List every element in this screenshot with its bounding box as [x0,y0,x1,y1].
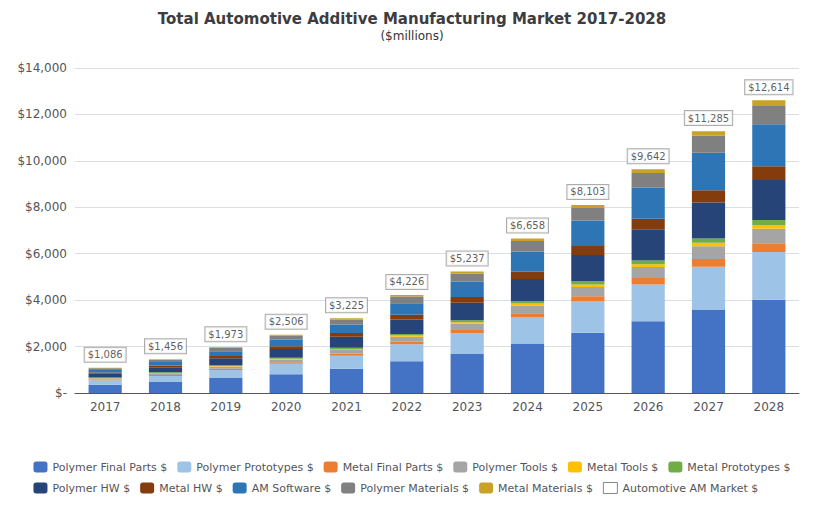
svg-text:$6,000: $6,000 [25,247,67,261]
svg-text:2023: 2023 [452,400,483,414]
svg-text:Metal Materials $: Metal Materials $ [498,482,593,495]
svg-text:2020: 2020 [271,400,302,414]
svg-text:$2,506: $2,506 [269,316,304,327]
svg-text:2026: 2026 [633,400,664,414]
svg-text:$12,000: $12,000 [17,107,67,121]
svg-text:Metal Tools $: Metal Tools $ [587,461,658,474]
svg-text:2021: 2021 [331,400,362,414]
svg-text:Automotive AM Market $: Automotive AM Market $ [622,482,758,495]
svg-text:2019: 2019 [211,400,242,414]
svg-text:$4,000: $4,000 [25,293,67,307]
svg-text:$-: $- [55,386,67,400]
svg-text:$8,103: $8,103 [570,186,605,197]
svg-text:$12,614: $12,614 [748,82,789,93]
svg-text:$4,226: $4,226 [389,276,424,287]
svg-text:$1,973: $1,973 [208,329,243,340]
svg-text:$1,086: $1,086 [88,349,123,360]
svg-text:Metal HW $: Metal HW $ [159,482,223,495]
svg-text:Polymer Final Parts $: Polymer Final Parts $ [52,461,167,474]
svg-text:$8,000: $8,000 [25,200,67,214]
svg-text:Polymer Tools $: Polymer Tools $ [472,461,558,474]
svg-text:2022: 2022 [392,400,423,414]
svg-text:$14,000: $14,000 [17,61,67,75]
svg-text:Metal Prototypes $: Metal Prototypes $ [687,461,790,474]
svg-text:$9,642: $9,642 [631,151,666,162]
svg-text:$10,000: $10,000 [17,154,67,168]
svg-text:$5,237: $5,237 [450,253,485,264]
svg-text:($millions): ($millions) [380,29,443,43]
svg-text:2028: 2028 [754,400,785,414]
svg-text:$2,000: $2,000 [25,340,67,354]
svg-text:2025: 2025 [573,400,604,414]
svg-text:$1,456: $1,456 [148,341,183,352]
svg-text:$3,225: $3,225 [329,300,364,311]
svg-text:Total Automotive Additive Manu: Total Automotive Additive Manufacturing … [158,10,666,28]
svg-text:2024: 2024 [512,400,543,414]
svg-text:Polymer Materials $: Polymer Materials $ [360,482,469,495]
svg-text:$6,658: $6,658 [510,220,545,231]
svg-text:Polymer HW $: Polymer HW $ [52,482,130,495]
svg-text:Polymer Prototypes $: Polymer Prototypes $ [196,461,313,474]
svg-text:AM Software $: AM Software $ [252,482,332,495]
svg-text:Metal Final Parts $: Metal Final Parts $ [343,461,444,474]
svg-text:2018: 2018 [150,400,181,414]
svg-text:2017: 2017 [90,400,121,414]
svg-text:$11,285: $11,285 [688,113,729,124]
svg-text:2027: 2027 [693,400,724,414]
